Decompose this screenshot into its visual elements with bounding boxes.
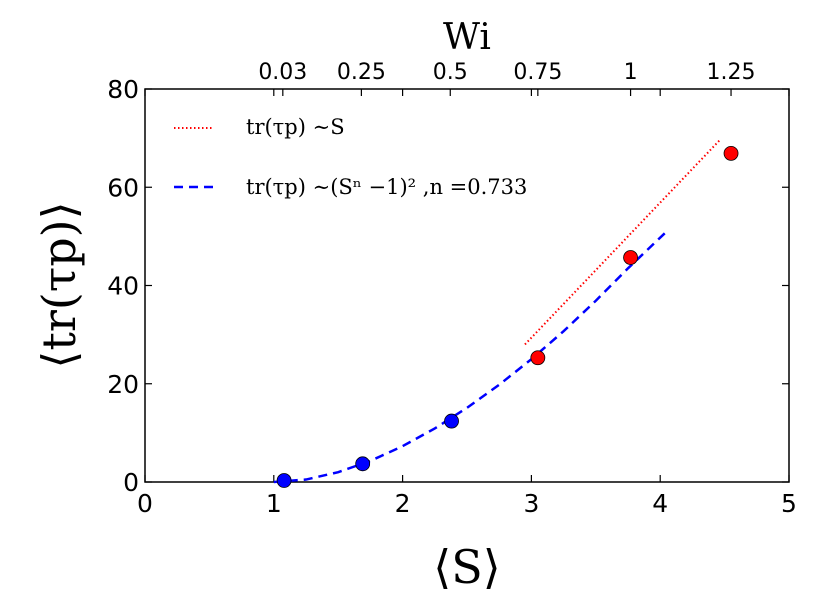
x-axis-title: ⟨S⟩: [433, 540, 500, 594]
x-tick-label: 2: [395, 489, 411, 518]
data-point-blue: [276, 473, 292, 488]
top-tick-label: 1.25: [707, 60, 756, 85]
top-tick-label: 1: [624, 60, 638, 85]
data-point-blue: [444, 413, 459, 429]
x-tick-label: 3: [523, 489, 539, 518]
legend-blue-label: tr(τp) ∼(Sⁿ −1)² ,n =0.733: [246, 175, 527, 199]
top-axis-title: Wi: [443, 17, 491, 58]
x-tick-label: 4: [652, 489, 668, 518]
data-point-blue: [355, 456, 371, 472]
y-tick-label: 60: [107, 173, 139, 202]
top-tick-label: 0.25: [337, 60, 386, 85]
legend-red-label: tr(τp) ∼S: [246, 115, 345, 139]
plot-frame: [144, 88, 790, 483]
y-axis-title: ⟨tr(τp)⟩: [32, 201, 86, 368]
top-tick-label: 0.03: [258, 60, 307, 85]
x-tick-label: 5: [781, 489, 797, 518]
data-point-red: [530, 350, 546, 366]
legend: tr(τp) ∼S tr(τp) ∼(Sⁿ −1)² ,n =0.733: [174, 115, 527, 199]
data-point-red: [623, 250, 638, 265]
data-point-red: [723, 145, 739, 161]
y-tick-label: 80: [107, 75, 139, 104]
top-tick-label: 0.75: [513, 60, 562, 85]
top-tick-label: 0.5: [433, 60, 468, 85]
y-tick-label: 40: [107, 272, 139, 301]
power-fit-curve: [273, 230, 668, 484]
y-tick-label: 0: [123, 468, 139, 497]
x-tick-label: 1: [266, 489, 282, 518]
linear-fit-line: [524, 138, 722, 346]
x-tick-label: 0: [137, 489, 153, 518]
y-tick-label: 20: [107, 370, 139, 399]
